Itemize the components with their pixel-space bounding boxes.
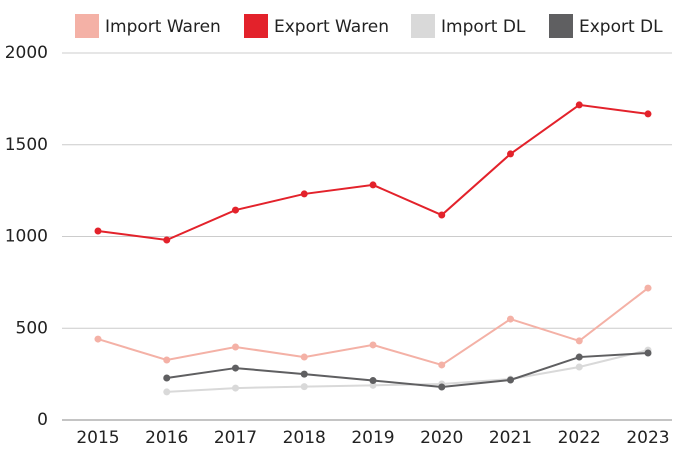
y-tick-label: 0 bbox=[37, 410, 48, 430]
point bbox=[232, 206, 239, 214]
point bbox=[575, 353, 583, 361]
point bbox=[644, 349, 652, 357]
x-tick-label: 2015 bbox=[76, 428, 119, 447]
series-line bbox=[166, 349, 649, 393]
x-tick-label: 2021 bbox=[489, 428, 532, 447]
y-tick-label: 1500 bbox=[5, 135, 48, 155]
point bbox=[644, 110, 652, 118]
point bbox=[94, 335, 102, 343]
legend-swatch bbox=[549, 14, 573, 38]
point bbox=[644, 284, 652, 292]
legend-label: Import DL bbox=[441, 17, 526, 37]
x-tick-label: 2016 bbox=[145, 428, 188, 447]
legend-swatch bbox=[411, 14, 435, 38]
point bbox=[369, 377, 377, 385]
x-tick-label: 2022 bbox=[558, 428, 601, 447]
y-tick-label: 1000 bbox=[5, 227, 48, 247]
point bbox=[369, 341, 377, 349]
point bbox=[438, 361, 446, 369]
y-tick-label: 2000 bbox=[5, 43, 48, 63]
point bbox=[300, 370, 308, 378]
point bbox=[575, 363, 583, 371]
point bbox=[507, 150, 514, 158]
point bbox=[163, 236, 171, 244]
point bbox=[507, 315, 514, 323]
y-tick-label: 500 bbox=[16, 318, 48, 338]
point bbox=[438, 383, 446, 391]
series-line bbox=[97, 287, 649, 367]
series-line bbox=[166, 352, 649, 388]
point bbox=[163, 374, 171, 382]
x-tick-label: 2019 bbox=[351, 428, 394, 447]
point bbox=[232, 364, 239, 372]
x-tick-label: 2020 bbox=[420, 428, 463, 447]
legend-label: Export Waren bbox=[274, 17, 389, 37]
legend-label: Export DL bbox=[579, 17, 663, 37]
point bbox=[300, 383, 308, 391]
point bbox=[507, 376, 514, 384]
point bbox=[163, 356, 171, 364]
legend-swatch bbox=[244, 14, 268, 38]
point bbox=[300, 353, 308, 361]
point bbox=[369, 181, 377, 189]
x-tick-label: 2017 bbox=[214, 428, 257, 447]
series-line bbox=[97, 103, 649, 242]
point bbox=[575, 337, 583, 345]
point bbox=[94, 227, 102, 235]
x-tick-label: 2023 bbox=[626, 428, 669, 447]
legend-label: Import Waren bbox=[105, 17, 221, 37]
legend-swatch bbox=[75, 14, 99, 38]
point bbox=[300, 190, 308, 198]
point bbox=[575, 101, 583, 109]
point bbox=[232, 384, 239, 392]
x-tick-label: 2018 bbox=[283, 428, 326, 447]
point bbox=[232, 343, 239, 351]
point bbox=[163, 388, 171, 396]
point bbox=[438, 211, 446, 219]
